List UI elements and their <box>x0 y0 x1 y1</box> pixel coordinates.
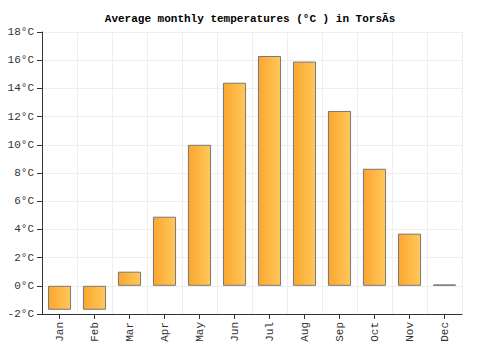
svg-text:Oct: Oct <box>369 322 381 342</box>
svg-text:Sep: Sep <box>334 322 346 342</box>
svg-text:12°C: 12°C <box>8 111 35 123</box>
svg-text:8°C: 8°C <box>14 167 34 179</box>
svg-text:14°C: 14°C <box>8 82 35 94</box>
svg-text:Jul: Jul <box>264 322 276 342</box>
svg-text:0°C: 0°C <box>14 280 34 292</box>
svg-text:Aug: Aug <box>299 322 311 342</box>
svg-text:-2°C: -2°C <box>8 308 35 320</box>
svg-text:Jan: Jan <box>54 322 66 342</box>
svg-text:6°C: 6°C <box>14 195 34 207</box>
svg-text:Dec: Dec <box>439 322 451 342</box>
svg-text:18°C: 18°C <box>8 26 35 38</box>
svg-text:16°C: 16°C <box>8 54 35 66</box>
svg-text:Mar: Mar <box>124 322 136 342</box>
svg-text:Feb: Feb <box>89 322 101 342</box>
svg-text:May: May <box>194 322 206 342</box>
svg-text:Nov: Nov <box>404 322 416 342</box>
svg-text:Apr: Apr <box>159 322 171 342</box>
svg-text:Jun: Jun <box>229 322 241 342</box>
svg-text:Average monthly temperatures (: Average monthly temperatures (°C ) in To… <box>105 12 395 25</box>
svg-text:4°C: 4°C <box>14 223 34 235</box>
svg-text:2°C: 2°C <box>14 252 34 264</box>
svg-text:10°C: 10°C <box>8 139 35 151</box>
